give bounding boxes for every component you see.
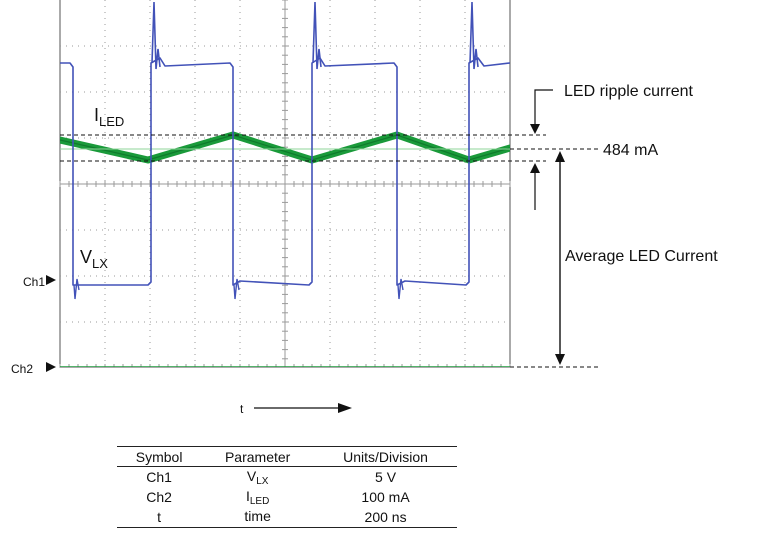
row-units: 100 mA	[361, 489, 410, 505]
scope-screen	[59, 0, 511, 368]
vlx-spike	[312, 1, 322, 70]
table-row: Ch1 VLX 5 V	[117, 467, 457, 488]
header-parameter: Parameter	[224, 449, 291, 465]
average-arrow-top-head	[555, 151, 565, 162]
table-header-row: Symbol Parameter Units/Division	[117, 446, 457, 467]
dashed-guides	[60, 134, 600, 368]
ch1-marker-arrow	[46, 275, 56, 285]
row-symbol: t	[157, 509, 162, 525]
oscilloscope-figure: ILED VLX LED ripple current 484 mA Avera…	[11, 0, 718, 416]
header-symbol: Symbol	[135, 449, 183, 465]
iled-trace-label: ILED	[94, 105, 124, 129]
row-parameter: time	[244, 507, 271, 524]
ch2-marker-arrow	[46, 362, 56, 372]
vlx-trace	[60, 57, 510, 286]
average-current-label: Average LED Current	[565, 248, 718, 265]
units-table: Symbol Parameter Units/Division Ch1 VLX …	[117, 446, 457, 528]
vlx-spike	[233, 278, 240, 300]
row-units: 200 ns	[364, 509, 407, 525]
time-arrow-head	[338, 403, 352, 413]
vlx-ringing-spikes	[73, 1, 479, 300]
average-arrow-bottom-head	[555, 354, 565, 365]
row-parameter: VLX	[246, 467, 269, 487]
vlx-spike	[73, 278, 80, 300]
vlx-spike	[397, 278, 404, 300]
ripple-leader	[534, 89, 553, 132]
row-symbol: Ch2	[146, 489, 172, 505]
table-row: t time 200 ns	[117, 507, 457, 528]
header-units: Units/Division	[343, 449, 428, 465]
ch2-marker-label: Ch2	[11, 362, 33, 376]
vlx-trace-label: VLX	[80, 247, 108, 271]
current-value-label: 484 mA	[603, 142, 658, 159]
table-row: Ch2 ILED 100 mA	[117, 487, 457, 507]
time-axis-label: t	[240, 402, 244, 416]
ripple-arrow-down	[530, 124, 540, 134]
ripple-arrow-up	[530, 163, 540, 173]
vlx-spike	[151, 1, 161, 70]
vlx-spike	[469, 1, 479, 70]
row-units: 5 V	[375, 469, 397, 485]
row-symbol: Ch1	[146, 469, 172, 485]
ripple-current-label: LED ripple current	[564, 83, 694, 100]
ch1-marker-label: Ch1	[23, 275, 45, 289]
row-parameter: ILED	[245, 487, 270, 507]
